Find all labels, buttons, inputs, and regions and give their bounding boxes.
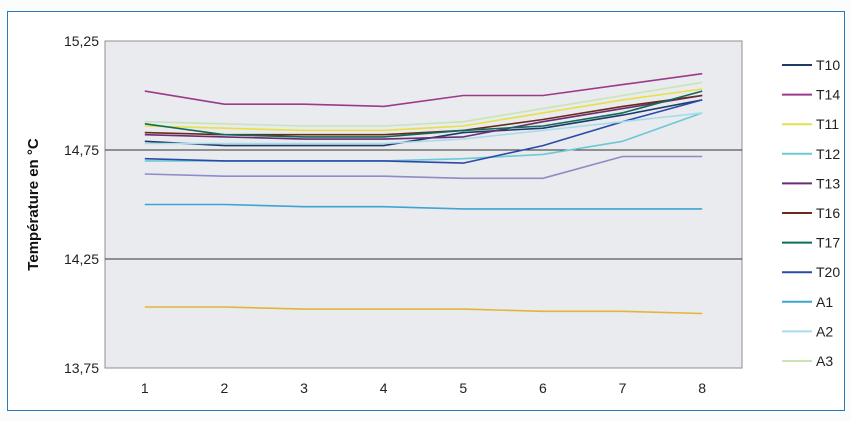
legend-label-t14: T14: [816, 87, 840, 103]
legend-label-t17: T17: [816, 235, 840, 251]
series-line-t14: [144, 72, 703, 108]
x-tick-label: 8: [698, 380, 706, 396]
x-tick-label: 7: [619, 380, 627, 396]
series-line-unlabeled: [144, 155, 703, 180]
x-tick-label: 5: [459, 380, 467, 396]
x-tick-label: 6: [539, 380, 547, 396]
legend-label-a3: A3: [816, 353, 833, 369]
legend-label-t12: T12: [816, 146, 840, 162]
legend-label-t13: T13: [816, 175, 840, 191]
y-axis-label: Température en °C: [25, 138, 42, 271]
series-line-t10: [144, 99, 703, 147]
y-tick-label: 14,75: [64, 142, 99, 158]
series-line-t20: [144, 99, 703, 164]
y-tick-label: 14,25: [64, 251, 99, 267]
legend-label-t20: T20: [816, 264, 840, 280]
x-tick-label: 4: [380, 380, 388, 396]
series-line-t13: [144, 94, 703, 140]
x-tick-label: 1: [141, 380, 149, 396]
legend-label-t16: T16: [816, 205, 840, 221]
x-tick-label: 2: [221, 380, 229, 396]
legend-label-a1: A1: [816, 294, 833, 310]
y-tick-label: 13,75: [64, 360, 99, 376]
legend-label-a2: A2: [816, 323, 833, 339]
series-line-a2: [144, 112, 703, 145]
legend-label-t11: T11: [816, 116, 839, 132]
y-tick-label: 15,25: [64, 33, 99, 49]
series-line-t17: [144, 90, 703, 138]
series-line-t11: [144, 88, 703, 132]
series-line-a1: [144, 203, 703, 210]
series-line-a3: [144, 81, 703, 127]
legend-label-t10: T10: [816, 57, 840, 73]
x-tick-label: 3: [300, 380, 308, 396]
series-line-unlabeled: [144, 306, 703, 315]
